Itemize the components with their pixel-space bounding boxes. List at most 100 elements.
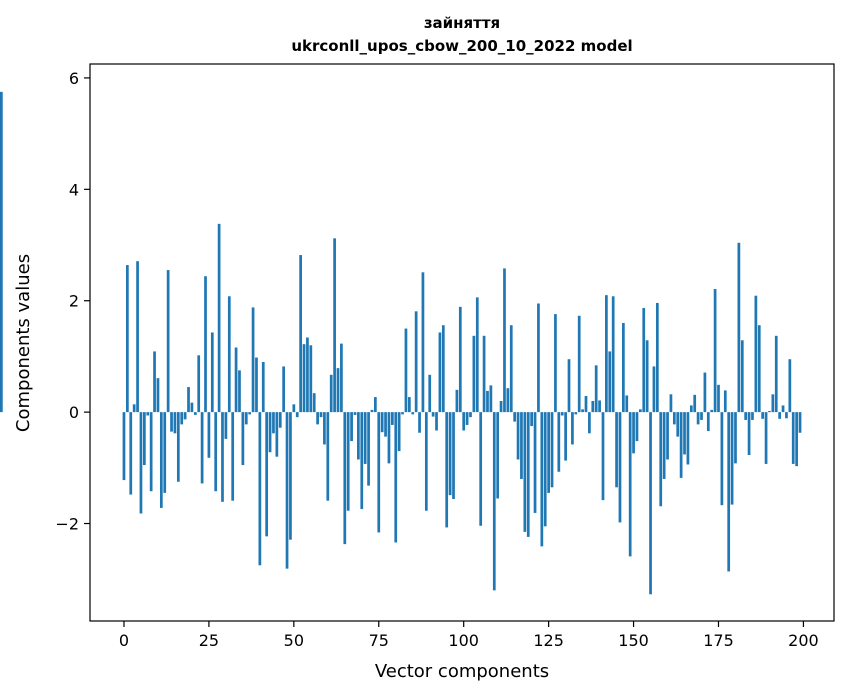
bar (387, 412, 391, 464)
bar (659, 412, 663, 507)
bar (622, 323, 625, 413)
bar (798, 412, 802, 433)
x-tick-label: 100 (448, 631, 479, 650)
bar (608, 351, 612, 413)
x-tick-label: 50 (284, 631, 304, 650)
bar (302, 344, 306, 413)
bar (639, 409, 642, 413)
bar (217, 223, 221, 413)
chart-title-line2: ukrconll_upos_cbow_200_10_2022 model (291, 37, 632, 55)
bar (428, 374, 432, 413)
bar (333, 238, 336, 413)
bar (200, 412, 204, 484)
bar (170, 412, 173, 432)
bar (577, 315, 581, 413)
x-axis: 0 25 50 75 100 125 150 175 200 (119, 621, 819, 650)
bar (421, 272, 425, 413)
bar (492, 412, 496, 591)
bar (207, 412, 211, 458)
bar (309, 345, 313, 413)
bar (136, 261, 139, 413)
x-tick-label: 200 (788, 631, 819, 650)
bar (469, 412, 472, 418)
bar (757, 325, 761, 413)
bar (601, 412, 605, 501)
bar (278, 412, 282, 428)
bar (564, 412, 567, 461)
bar (526, 412, 530, 537)
x-tick-label: 0 (119, 631, 129, 650)
bar (700, 412, 703, 420)
bar (424, 412, 428, 511)
bar (543, 412, 547, 527)
bar (190, 402, 194, 413)
bar (475, 297, 479, 413)
bar (452, 412, 455, 500)
bar (350, 412, 353, 442)
y-axis-label: Components values (13, 254, 34, 432)
bar (159, 412, 163, 508)
bar (163, 412, 167, 493)
bar (414, 311, 418, 413)
bar (574, 412, 578, 415)
bar (584, 395, 588, 413)
bar (635, 412, 639, 442)
bar (747, 412, 751, 456)
bar (149, 412, 153, 492)
bar (261, 362, 265, 413)
bar (353, 412, 357, 415)
bar (540, 412, 544, 547)
bar (401, 412, 404, 415)
bar (214, 412, 218, 492)
bar (771, 394, 775, 413)
bar (129, 412, 133, 495)
bar (482, 335, 486, 413)
bar (625, 395, 629, 413)
bar (132, 404, 136, 413)
bar (754, 295, 758, 413)
bar (547, 412, 550, 493)
bar (183, 412, 187, 420)
bar (683, 412, 686, 455)
bar (431, 412, 435, 417)
bar (795, 412, 798, 467)
bar (255, 357, 258, 413)
bar (509, 325, 513, 413)
bar (503, 268, 506, 413)
bar (312, 393, 316, 413)
bar (594, 365, 598, 413)
bar (394, 412, 398, 543)
bar (153, 351, 156, 413)
bar (713, 289, 717, 413)
bar (295, 412, 299, 418)
bar (513, 412, 517, 422)
bar (666, 412, 669, 460)
bar (611, 296, 615, 413)
bar (662, 412, 666, 479)
bar (336, 368, 340, 413)
bar (146, 412, 150, 416)
bar (248, 412, 252, 415)
bar (445, 412, 449, 528)
bar (455, 389, 459, 413)
bar (717, 384, 720, 413)
y-axis: −2 0 2 4 6 (55, 69, 90, 534)
bar (785, 412, 788, 419)
bar (407, 397, 411, 413)
bar (329, 374, 333, 413)
bar (180, 412, 184, 425)
y-tick-label: 4 (69, 180, 79, 199)
bar (272, 412, 275, 434)
bar (479, 412, 483, 526)
x-tick-label: 25 (199, 631, 219, 650)
bar (306, 337, 309, 413)
bar (438, 332, 442, 413)
y-tick-label: 6 (69, 69, 79, 88)
bar (655, 302, 659, 413)
bar (710, 409, 714, 413)
bar (187, 387, 190, 413)
bar (391, 412, 394, 425)
bar (727, 412, 731, 572)
bar (238, 370, 241, 413)
bar (275, 412, 279, 457)
